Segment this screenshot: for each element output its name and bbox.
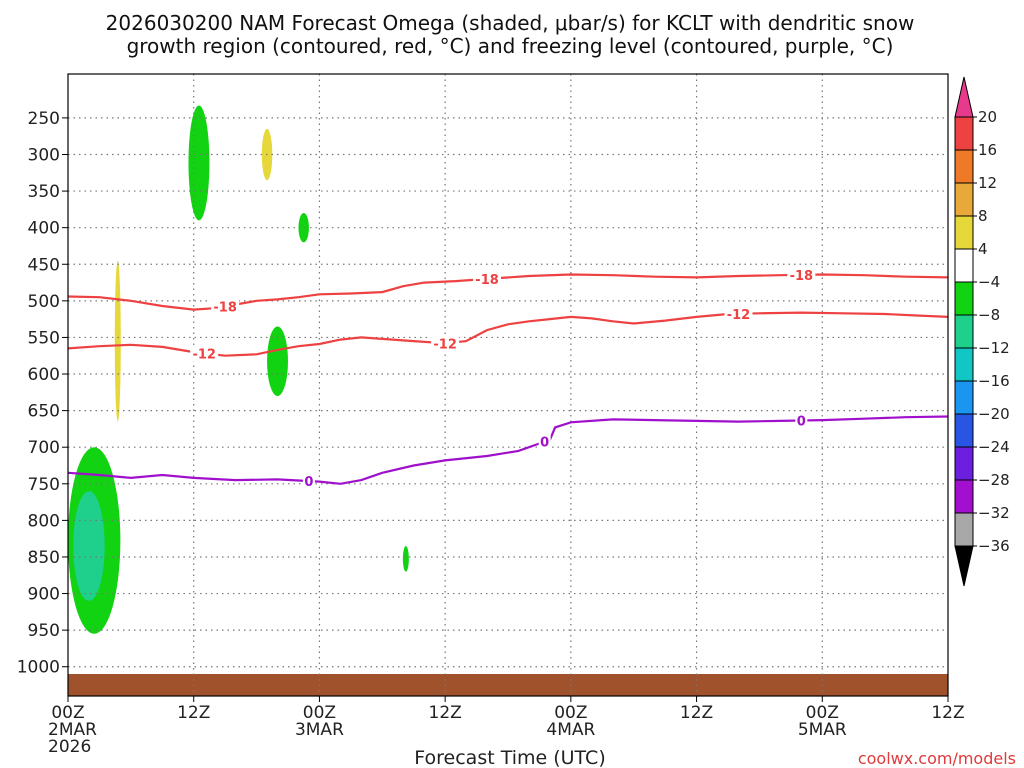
omega-region-7 bbox=[402, 545, 409, 572]
y-tick-label-13: 900 bbox=[28, 585, 60, 605]
colorbar-segment-12 bbox=[954, 479, 974, 514]
colorbar-label-8: −16 bbox=[978, 372, 1010, 390]
colorbar-segment-9 bbox=[954, 380, 974, 415]
colorbar-label-13: −36 bbox=[978, 537, 1010, 555]
x-axis-label: Forecast Time (UTC) bbox=[414, 747, 605, 768]
colorbar-label-7: −12 bbox=[978, 339, 1010, 357]
y-tick-label-11: 800 bbox=[28, 511, 60, 531]
y-tick-label-14: 950 bbox=[28, 621, 60, 641]
y-tick-label-12: 850 bbox=[28, 548, 60, 568]
contour-label-1-1: -12 bbox=[433, 337, 457, 352]
x-tick-label-0-0: 00Z bbox=[51, 703, 84, 723]
x-tick-label-1-0: 12Z bbox=[177, 703, 210, 723]
colorbar-segment-7 bbox=[954, 314, 974, 349]
contour-label-bg-1-2 bbox=[724, 305, 753, 322]
colorbar-label-6: −8 bbox=[978, 306, 1000, 324]
contour-label-2-2: 0 bbox=[797, 414, 806, 429]
colorbar-label-1: 16 bbox=[978, 141, 997, 159]
contour-label-2-1: 0 bbox=[540, 436, 549, 451]
contour-label-0-1: -18 bbox=[475, 273, 499, 288]
omega-shading bbox=[68, 105, 409, 634]
colorbar-segment-10 bbox=[954, 413, 974, 448]
chart-title-line-1: 2026030200 NAM Forecast Omega (shaded, μ… bbox=[106, 11, 915, 35]
colorbar-segment-5 bbox=[954, 248, 974, 283]
colorbar-segment-11 bbox=[954, 446, 974, 481]
contour-line-0 bbox=[67, 273, 949, 311]
x-tick-label-6-1: 5MAR bbox=[798, 720, 847, 740]
x-tick-label-5-0: 12Z bbox=[680, 703, 713, 723]
y-tick-label-6: 550 bbox=[28, 328, 60, 348]
ground-layer bbox=[68, 674, 948, 696]
contour-label-2-0: 0 bbox=[304, 475, 313, 490]
y-tick-label-9: 700 bbox=[28, 438, 60, 458]
contour-label-1-0: -12 bbox=[192, 347, 216, 362]
colorbar-segment-1 bbox=[954, 116, 974, 151]
x-tick-label-3-0: 12Z bbox=[429, 703, 462, 723]
contour-label-bg-1-1 bbox=[431, 335, 460, 352]
y-tick-label-0: 250 bbox=[28, 109, 60, 129]
colorbar-label-2: 12 bbox=[978, 174, 997, 192]
contour-label-bg-2-0 bbox=[302, 473, 315, 490]
y-tick-label-10: 750 bbox=[28, 475, 60, 495]
colorbar-segment-3 bbox=[954, 182, 974, 217]
y-axis-ticks: 250 300 350 400 450 500 550 600 650 700 750 800 850 9… bbox=[17, 109, 68, 678]
colorbar-label-12: −32 bbox=[978, 504, 1010, 522]
y-tick-label-2: 350 bbox=[28, 182, 60, 202]
contour-label-0-2: -18 bbox=[790, 269, 814, 284]
x-tick-label-0-2: 2026 bbox=[48, 737, 91, 757]
temperature-contours: -18 -18 -18 -12 -12 -12 0 0 0 bbox=[67, 266, 949, 490]
omega-region-4 bbox=[114, 260, 121, 422]
x-tick-label-0-1: 2MAR bbox=[48, 720, 97, 740]
contour-label-bg-0-2 bbox=[787, 266, 816, 283]
x-tick-label-6-0: 00Z bbox=[806, 703, 839, 723]
y-tick-label-8: 650 bbox=[28, 402, 60, 422]
y-tick-label-5: 500 bbox=[28, 292, 60, 312]
x-tick-label-7-0: 12Z bbox=[931, 703, 964, 723]
contour-label-bg-0-0 bbox=[211, 298, 240, 315]
colorbar-label-0: 20 bbox=[978, 108, 997, 126]
y-tick-label-1: 300 bbox=[28, 145, 60, 165]
colorbar-segment-4 bbox=[954, 215, 974, 250]
colorbar-arrow-bottom bbox=[954, 545, 974, 587]
y-tick-label-3: 400 bbox=[28, 219, 60, 239]
chart-title-line-2: growth region (contoured, red, °C) and f… bbox=[127, 34, 894, 58]
y-tick-label-15: 1000 bbox=[17, 658, 60, 678]
colorbar-segment-6 bbox=[954, 281, 974, 316]
colorbar: 20 16 12 8 4 −4 −8 −12 −16 −20 −24 −28 −32 −36 bbox=[954, 76, 1010, 587]
omega-region-5 bbox=[298, 213, 309, 243]
colorbar-label-11: −28 bbox=[978, 471, 1010, 489]
colorbar-label-5: −4 bbox=[978, 273, 1000, 291]
contour-label-bg-1-0 bbox=[190, 345, 219, 362]
colorbar-label-4: 4 bbox=[978, 240, 988, 258]
colorbar-label-3: 8 bbox=[978, 207, 988, 225]
y-tick-label-7: 600 bbox=[28, 365, 60, 385]
contour-line-2 bbox=[67, 415, 949, 485]
omega-region-6 bbox=[267, 326, 288, 396]
credit-text: coolwx.com/models bbox=[858, 749, 1016, 768]
contour-label-bg-0-1 bbox=[473, 270, 502, 287]
contour-label-0-0: -18 bbox=[213, 300, 237, 315]
x-tick-label-4-0: 00Z bbox=[554, 703, 587, 723]
omega-region-2 bbox=[188, 105, 210, 221]
colorbar-label-10: −24 bbox=[978, 438, 1010, 456]
colorbar-label-9: −20 bbox=[978, 405, 1010, 423]
colorbar-segment-8 bbox=[954, 347, 974, 382]
colorbar-arrow-top bbox=[954, 76, 974, 118]
contour-label-bg-2-1 bbox=[538, 433, 551, 450]
y-tick-label-4: 450 bbox=[28, 255, 60, 275]
colorbar-segment-2 bbox=[954, 149, 974, 184]
plot-frame bbox=[67, 73, 949, 697]
x-tick-label-2-0: 00Z bbox=[303, 703, 336, 723]
grid-lines bbox=[68, 74, 948, 696]
x-tick-label-4-1: 4MAR bbox=[546, 720, 595, 740]
colorbar-segment-13 bbox=[954, 512, 974, 547]
x-tick-label-2-1: 3MAR bbox=[295, 720, 344, 740]
omega-region-1 bbox=[73, 491, 105, 601]
contour-label-bg-2-2 bbox=[795, 412, 808, 429]
contour-label-1-2: -12 bbox=[727, 308, 751, 323]
